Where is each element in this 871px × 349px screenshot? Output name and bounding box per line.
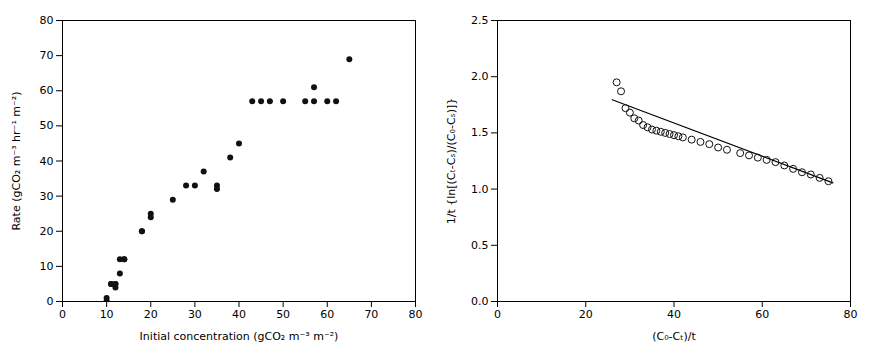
svg-text:0: 0: [59, 308, 66, 321]
svg-text:40: 40: [667, 308, 681, 321]
svg-text:10: 10: [40, 260, 54, 273]
svg-text:1.5: 1.5: [471, 126, 489, 139]
svg-text:70: 70: [364, 308, 378, 321]
svg-text:0.5: 0.5: [471, 239, 489, 252]
svg-text:0.0: 0.0: [471, 295, 489, 308]
svg-text:Rate (gCO₂ m⁻³ hr⁻¹ m⁻²): Rate (gCO₂ m⁻³ hr⁻¹ m⁻²): [10, 91, 23, 230]
svg-text:2.0: 2.0: [471, 70, 489, 83]
svg-text:20: 20: [144, 308, 158, 321]
svg-text:30: 30: [188, 308, 202, 321]
svg-text:60: 60: [40, 84, 54, 97]
svg-text:(C₀-Cₜ)/t: (C₀-Cₜ)/t: [652, 330, 696, 343]
svg-text:Initial concentration (gCO₂ m⁻: Initial concentration (gCO₂ m⁻³ m⁻²): [140, 330, 339, 343]
svg-text:1/t {ln[(Cₜ-Cₛ)/(C₀-Cₛ)]}: 1/t {ln[(Cₜ-Cₛ)/(C₀-Cₛ)]}: [445, 98, 458, 225]
svg-text:40: 40: [232, 308, 246, 321]
svg-text:50: 50: [40, 119, 54, 132]
svg-text:20: 20: [40, 225, 54, 238]
svg-text:10: 10: [100, 308, 114, 321]
svg-text:30: 30: [40, 190, 54, 203]
svg-text:20: 20: [579, 308, 593, 321]
svg-text:60: 60: [755, 308, 769, 321]
svg-text:60: 60: [320, 308, 334, 321]
svg-text:80: 80: [40, 14, 54, 27]
svg-text:80: 80: [409, 308, 423, 321]
svg-text:70: 70: [40, 49, 54, 62]
svg-text:0: 0: [494, 308, 501, 321]
svg-text:0: 0: [47, 295, 54, 308]
svg-text:2.5: 2.5: [471, 14, 489, 27]
svg-text:1.0: 1.0: [471, 183, 489, 196]
svg-text:80: 80: [844, 308, 858, 321]
svg-text:50: 50: [276, 308, 290, 321]
svg-text:40: 40: [40, 155, 54, 168]
